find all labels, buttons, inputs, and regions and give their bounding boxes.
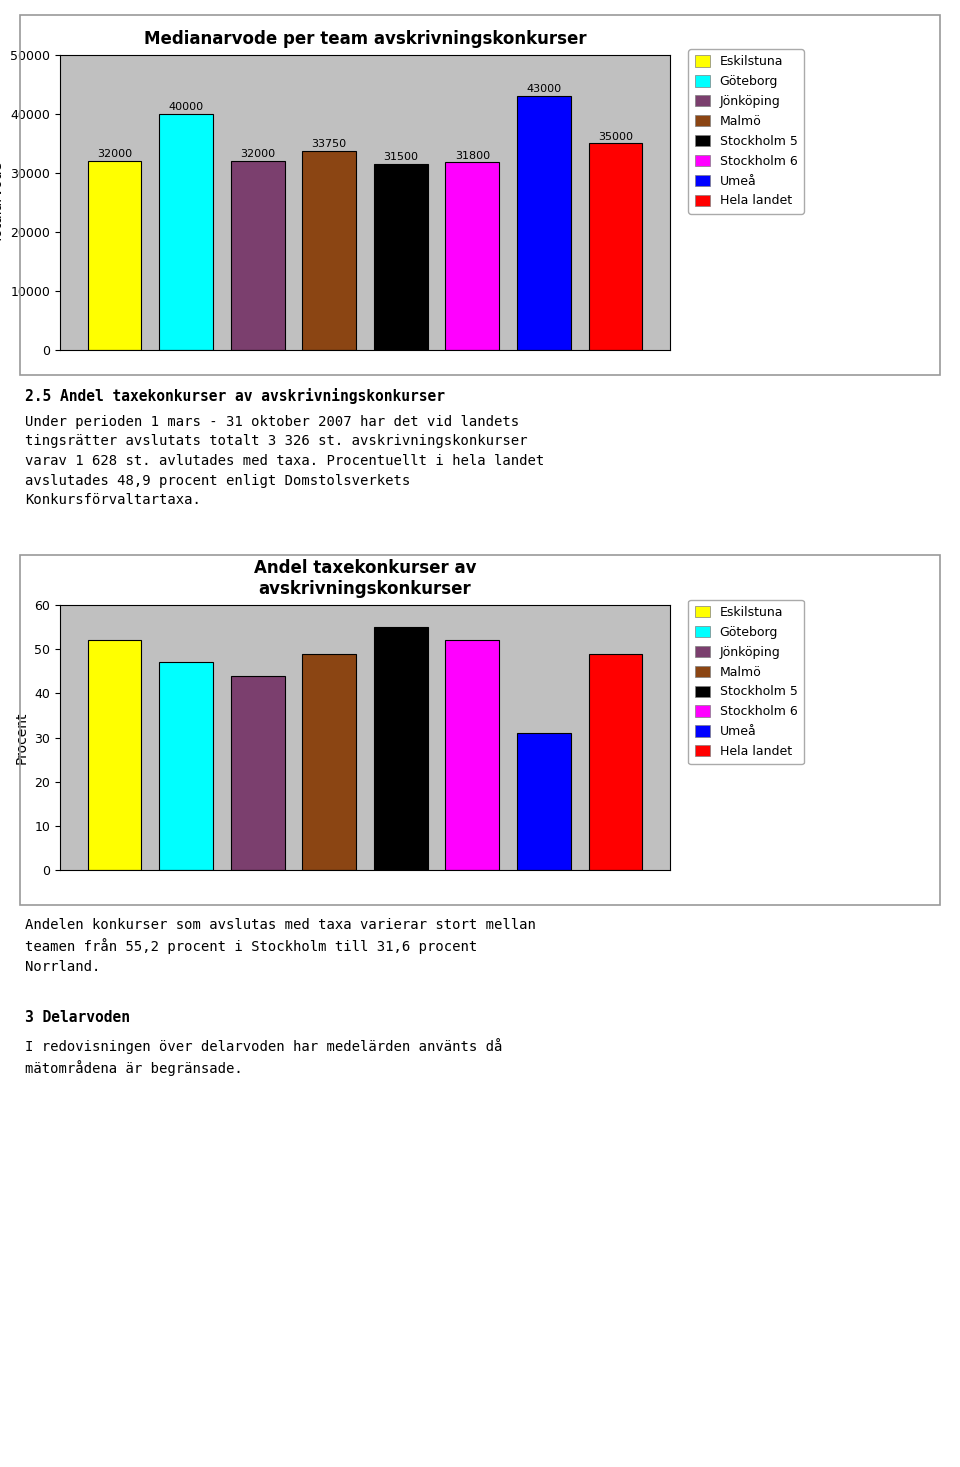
Text: I redovisningen över delarvoden har medelärden använts då
mätområdena är begräns: I redovisningen över delarvoden har mede…	[25, 1039, 502, 1077]
Legend: Eskilstuna, Göteborg, Jönköping, Malmö, Stockholm 5, Stockholm 6, Umeå, Hela lan: Eskilstuna, Göteborg, Jönköping, Malmö, …	[688, 48, 804, 214]
Text: 35000: 35000	[598, 132, 633, 142]
Bar	[87, 640, 141, 870]
Y-axis label: Procent: Procent	[14, 711, 29, 764]
Bar	[230, 161, 284, 351]
Text: Andelen konkurser som avslutas med taxa varierar stort mellan
teamen från 55,2 p: Andelen konkurser som avslutas med taxa …	[25, 918, 536, 974]
Text: Under perioden 1 mars - 31 oktober 2007 har det vid landets
tingsrätter avslutat: Under perioden 1 mars - 31 oktober 2007 …	[25, 415, 544, 508]
Text: 32000: 32000	[97, 150, 132, 160]
Bar	[302, 151, 356, 351]
Text: 32000: 32000	[240, 150, 276, 160]
Bar	[517, 97, 570, 351]
Bar	[230, 676, 284, 870]
Bar	[302, 654, 356, 870]
Text: 43000: 43000	[526, 84, 562, 94]
Text: 31500: 31500	[383, 153, 419, 163]
Title: Medianarvode per team avskrivningskonkurser: Medianarvode per team avskrivningskonkur…	[144, 29, 587, 48]
Bar	[159, 114, 213, 351]
Text: 3 Delarvoden: 3 Delarvoden	[25, 1009, 130, 1025]
Bar	[445, 640, 499, 870]
Text: 33750: 33750	[312, 139, 347, 150]
Bar	[517, 734, 570, 870]
Bar	[87, 161, 141, 351]
Bar	[588, 654, 642, 870]
Bar	[445, 163, 499, 351]
Bar	[374, 164, 427, 351]
Text: 40000: 40000	[169, 101, 204, 111]
Bar	[159, 663, 213, 870]
Title: Andel taxekonkurser av
avskrivningskonkurser: Andel taxekonkurser av avskrivningskonku…	[253, 559, 476, 599]
Text: 31800: 31800	[455, 151, 490, 160]
Text: 2.5 Andel taxekonkurser av avskrivningskonkurser: 2.5 Andel taxekonkurser av avskrivningsk…	[25, 387, 445, 403]
Bar	[374, 626, 427, 870]
Y-axis label: Totalarvode: Totalarvode	[0, 161, 5, 244]
Legend: Eskilstuna, Göteborg, Jönköping, Malmö, Stockholm 5, Stockholm 6, Umeå, Hela lan: Eskilstuna, Göteborg, Jönköping, Malmö, …	[688, 600, 804, 764]
Bar	[588, 144, 642, 351]
